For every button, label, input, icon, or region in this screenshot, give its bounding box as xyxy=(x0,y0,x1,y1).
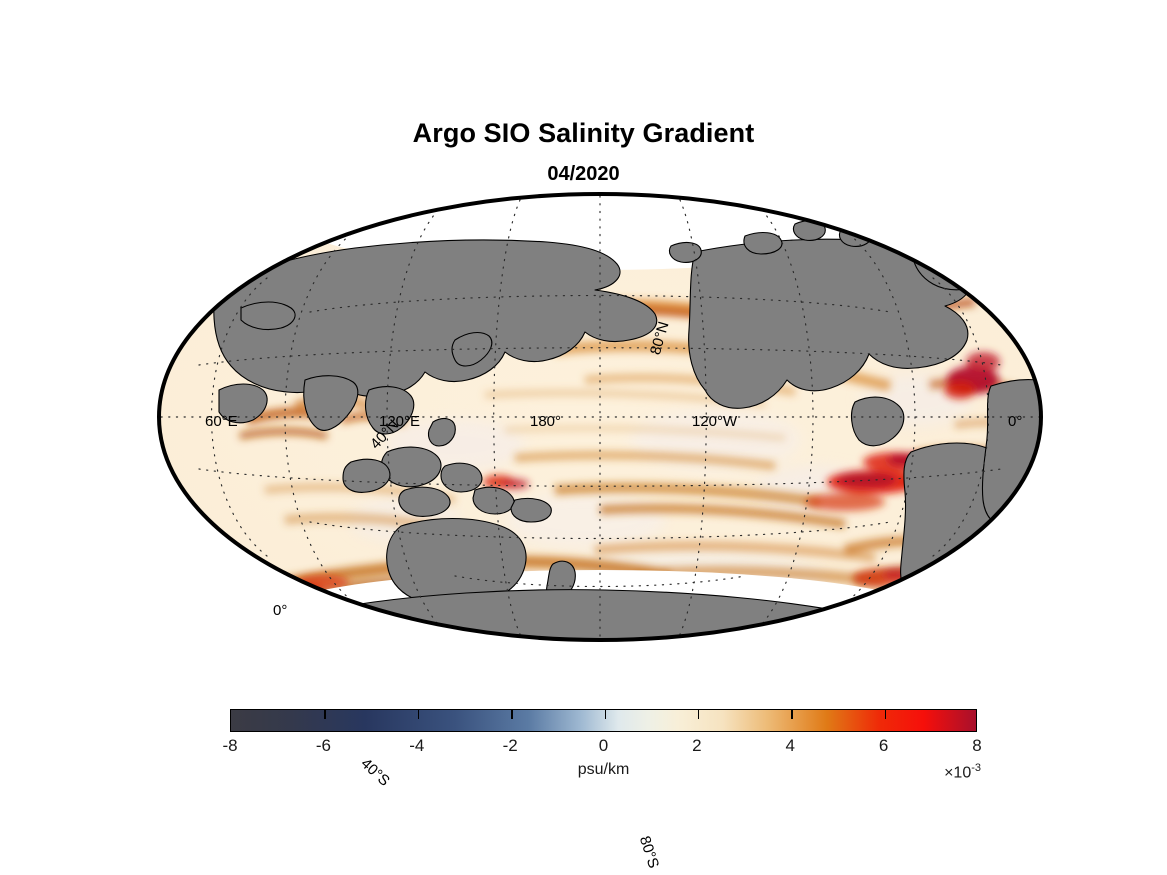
lat-label-80s: 80°S xyxy=(635,834,663,871)
lon-label-0: 0° xyxy=(1008,413,1023,430)
multiplier-exponent: -3 xyxy=(971,762,981,774)
land-masses xyxy=(213,219,1041,640)
colorbar-tick-label: -6 xyxy=(315,736,331,755)
colorbar-tick-label: -2 xyxy=(502,736,518,755)
colorbar-tick xyxy=(511,710,513,719)
colorbar-tick xyxy=(791,710,793,719)
colorbar-tick-label: 2 xyxy=(692,736,702,755)
colorbar-multiplier-label: ×10-3 xyxy=(944,762,981,782)
page-title: Argo SIO Salinity Gradient xyxy=(412,118,755,148)
lat-label-0: 0° xyxy=(273,602,288,619)
colorbar-tick-label: 6 xyxy=(878,736,889,755)
map-boundary-ellipse xyxy=(157,192,1043,642)
colorbar: psu/km ×10-3 -8 -6 -4 -2 0 2 4 6 8 xyxy=(222,709,982,781)
colorbar-tick-label: 8 xyxy=(972,736,982,755)
world-map-mollweide xyxy=(157,192,1043,642)
lon-label-180: 180° xyxy=(530,413,562,430)
colorbar-tick-label: -8 xyxy=(222,736,238,755)
colorbar-tick xyxy=(884,710,887,719)
ocean-data-field xyxy=(159,194,1041,640)
colorbar-gradient xyxy=(231,710,976,731)
graticule-lines xyxy=(160,195,1040,639)
mollweide-map-panel: 80°N 40°N 0° 40°S 80°S 60°E 120°E 180° 1… xyxy=(155,190,1045,870)
figure-subtitle-date: 04/2020 xyxy=(547,163,620,185)
colorbar-tick-label: 4 xyxy=(785,736,795,755)
colorbar-tick-label: -4 xyxy=(409,736,425,755)
colorbar-tick xyxy=(417,710,420,719)
lat-label-40s: 40°S xyxy=(357,755,393,790)
colorbar-unit-label: psu/km xyxy=(577,761,630,778)
multiplier-base: ×10 xyxy=(944,764,972,782)
colorbar-tick xyxy=(697,710,700,719)
lon-label-120w: 120°W xyxy=(692,413,738,430)
colorbar-tick xyxy=(604,710,607,719)
lon-label-60e: 60°E xyxy=(205,413,238,430)
colorbar-tick xyxy=(324,710,326,719)
lon-label-120e: 120°E xyxy=(379,413,421,430)
colorbar-bar[interactable] xyxy=(230,709,977,732)
colorbar-tick-label: 0 xyxy=(598,736,609,755)
